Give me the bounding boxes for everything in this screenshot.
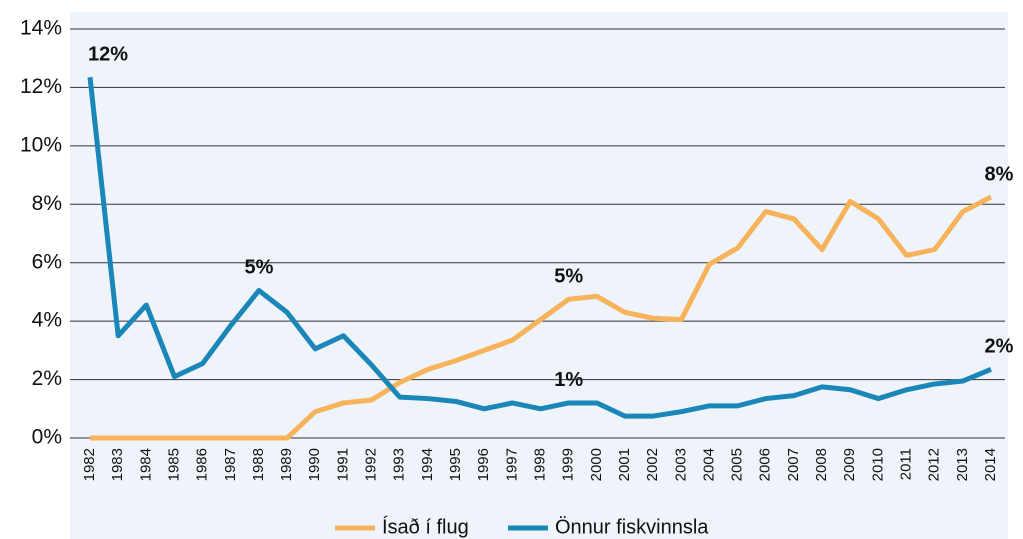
x-tick-label: 2000 — [588, 448, 605, 481]
x-tick-label: 1997 — [503, 448, 520, 481]
series-line — [87, 76, 992, 419]
x-tick-label: 1992 — [363, 448, 380, 481]
y-tick-label: 2% — [32, 367, 62, 390]
x-tick-label: 1989 — [278, 448, 295, 481]
y-tick-label: 8% — [32, 192, 62, 215]
x-tick-label: 2006 — [757, 448, 774, 481]
x-tick-label: 2005 — [729, 448, 746, 481]
x-tick-label: 1983 — [109, 448, 126, 481]
value-label: 1% — [554, 369, 583, 391]
x-tick-label: 1999 — [560, 448, 577, 481]
x-tick-label: 2008 — [813, 448, 830, 481]
series-line — [90, 194, 993, 441]
x-tick-label: 2010 — [869, 448, 886, 481]
y-tick-label: 6% — [32, 250, 62, 273]
x-tick-label: 1988 — [250, 448, 267, 481]
x-tick-label: 2014 — [982, 448, 999, 481]
x-tick-label: 1986 — [194, 448, 211, 481]
x-tick-label: 1990 — [306, 448, 323, 481]
x-tick-label: 2003 — [672, 448, 689, 481]
x-tick-label: 2009 — [841, 448, 858, 481]
x-tick-label: 1996 — [475, 448, 492, 481]
y-tick-label: 4% — [32, 309, 62, 332]
value-label: 12% — [88, 43, 128, 65]
x-tick-label: 1993 — [391, 448, 408, 481]
x-tick-label: 1994 — [419, 448, 436, 481]
x-tick-label: 1991 — [334, 448, 351, 481]
y-tick-label: 14% — [20, 17, 62, 40]
x-tick-label: 1998 — [531, 448, 548, 481]
y-tick-label: 10% — [20, 133, 62, 156]
legend-label: Önnur fiskvinnsla — [555, 516, 709, 538]
x-tick-label: 2002 — [644, 448, 661, 481]
x-tick-label: 1987 — [222, 448, 239, 481]
x-tick-label: 1982 — [81, 448, 98, 481]
plot-background — [70, 12, 1008, 539]
value-label: 5% — [554, 266, 583, 288]
x-tick-label: 1995 — [447, 448, 464, 481]
x-tick-label: 2007 — [785, 448, 802, 481]
value-label: 8% — [985, 163, 1014, 185]
x-tick-label: 1985 — [165, 448, 182, 481]
x-tick-label: 2011 — [898, 448, 915, 480]
y-tick-label: 12% — [20, 75, 62, 98]
y-tick-label: 0% — [32, 426, 62, 449]
value-label: 2% — [985, 336, 1014, 358]
x-tick-label: 1984 — [137, 448, 154, 481]
x-tick-label: 2013 — [954, 448, 971, 481]
x-tick-label: 2004 — [700, 448, 717, 481]
x-tick-label: 2012 — [926, 448, 943, 481]
legend-label: Ísað í flug — [382, 515, 469, 538]
value-label: 5% — [244, 257, 273, 279]
x-tick-label: 2001 — [616, 448, 633, 481]
